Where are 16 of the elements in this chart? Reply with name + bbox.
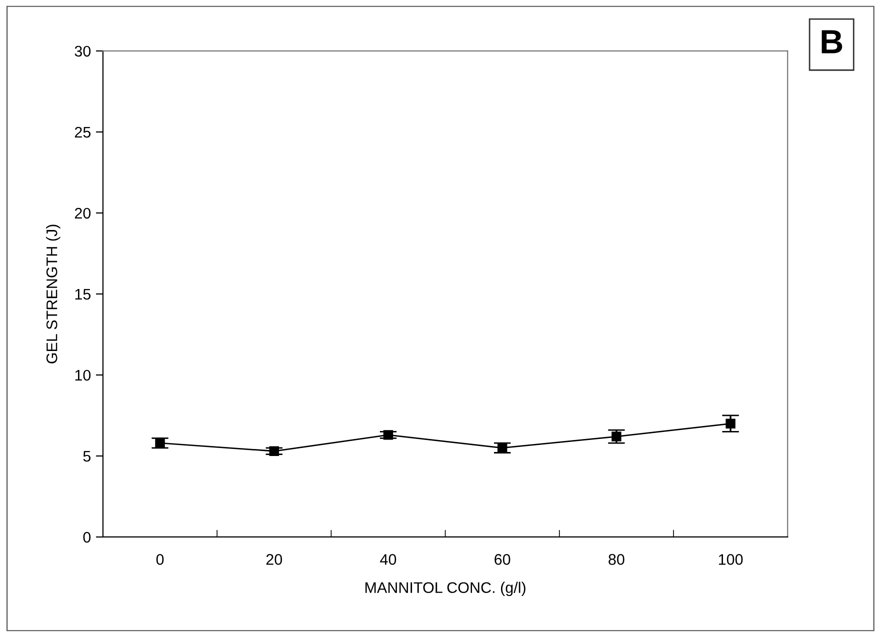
x-tick-label: 100 (718, 554, 743, 565)
text: B (822, 30, 842, 54)
x-axis-title: MANNITOL CONC. (g/l) (365, 582, 526, 596)
y-tick-label: 25 (74, 126, 91, 138)
y-tick-label: 5 (83, 451, 91, 462)
y-axis-title: GEL STRENGTH (J) (46, 224, 60, 364)
y-tick-label: 30 (74, 46, 91, 57)
y-tick-label: 0 (83, 532, 91, 543)
x-tick-label: 20 (266, 554, 282, 565)
y-tick-label: 15 (75, 289, 91, 300)
x-tick-label: 80 (608, 554, 624, 565)
x-tick-label: 40 (380, 554, 396, 565)
y-tick-label: 10 (75, 370, 91, 381)
x-tick-label: 0 (156, 554, 164, 565)
x-tick-label: 60 (494, 554, 510, 565)
y-tick-label: 20 (74, 208, 91, 219)
